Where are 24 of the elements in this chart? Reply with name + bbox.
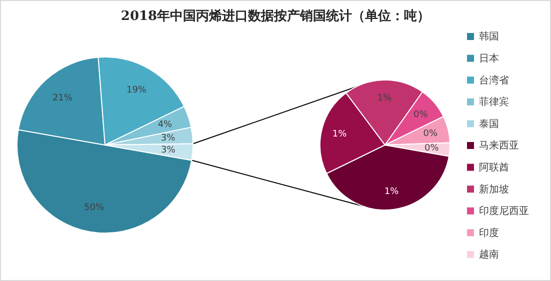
data-label: 21% <box>52 94 73 104</box>
legend-label: 马来西亚 <box>479 140 519 152</box>
data-label: 19% <box>126 85 147 96</box>
data-label: 1% <box>384 186 400 197</box>
legend-label: 韩国 <box>479 30 499 43</box>
chart-title: 2018年中国丙烯进口数据按产销国统计（单位：吨） <box>120 8 430 24</box>
legend-label: 阿联酋 <box>479 162 509 174</box>
legend-label: 泰国 <box>479 118 499 130</box>
data-label: 50% <box>84 202 104 213</box>
legend-label: 越南 <box>479 248 499 261</box>
data-label: 0% <box>423 129 438 140</box>
legend-label: 菲律宾 <box>479 96 509 108</box>
data-label: 3% <box>160 134 176 144</box>
legend-label: 日本 <box>479 52 499 65</box>
data-label: 4% <box>158 120 173 130</box>
data-label: 1% <box>332 129 348 140</box>
data-label: 3% <box>161 146 176 156</box>
legend-label: 印度尼西亚 <box>479 205 529 218</box>
legend-label: 印度 <box>479 226 499 239</box>
legend-label: 台湾省 <box>479 74 509 86</box>
legend-label: 新加坡 <box>479 183 509 196</box>
data-label: 0% <box>414 110 428 120</box>
data-label: 0% <box>424 144 440 154</box>
data-label: 1% <box>377 94 392 104</box>
